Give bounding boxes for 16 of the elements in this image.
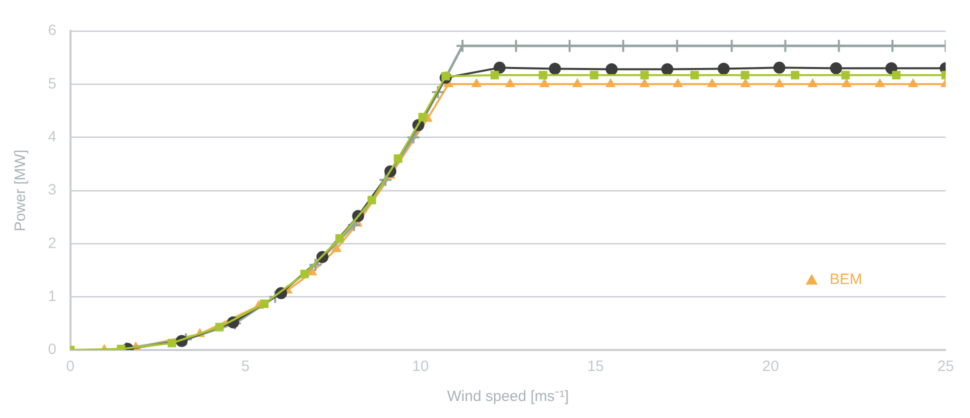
- x-axis-title: Wind speed [ms⁻¹]: [447, 388, 569, 406]
- x-tick-label: 15: [587, 358, 604, 376]
- x-tick-label: 25: [937, 358, 954, 376]
- y-tick-label: 0: [48, 341, 56, 358]
- y-tick-label: 4: [48, 128, 56, 146]
- x-tick-label: 0: [66, 358, 75, 376]
- y-tick-label: 5: [48, 75, 56, 92]
- legend-label: BEM: [830, 270, 862, 288]
- x-tick-label: 10: [412, 358, 429, 376]
- y-tick-label: 2: [48, 234, 56, 252]
- x-tick-label: 5: [241, 358, 250, 376]
- y-tick-label: 6: [48, 22, 56, 40]
- y-axis-title: Power [MW]: [12, 150, 30, 232]
- y-tick-label: 1: [48, 288, 56, 305]
- y-tick-label: 3: [48, 182, 56, 199]
- x-tick-label: 20: [762, 358, 779, 376]
